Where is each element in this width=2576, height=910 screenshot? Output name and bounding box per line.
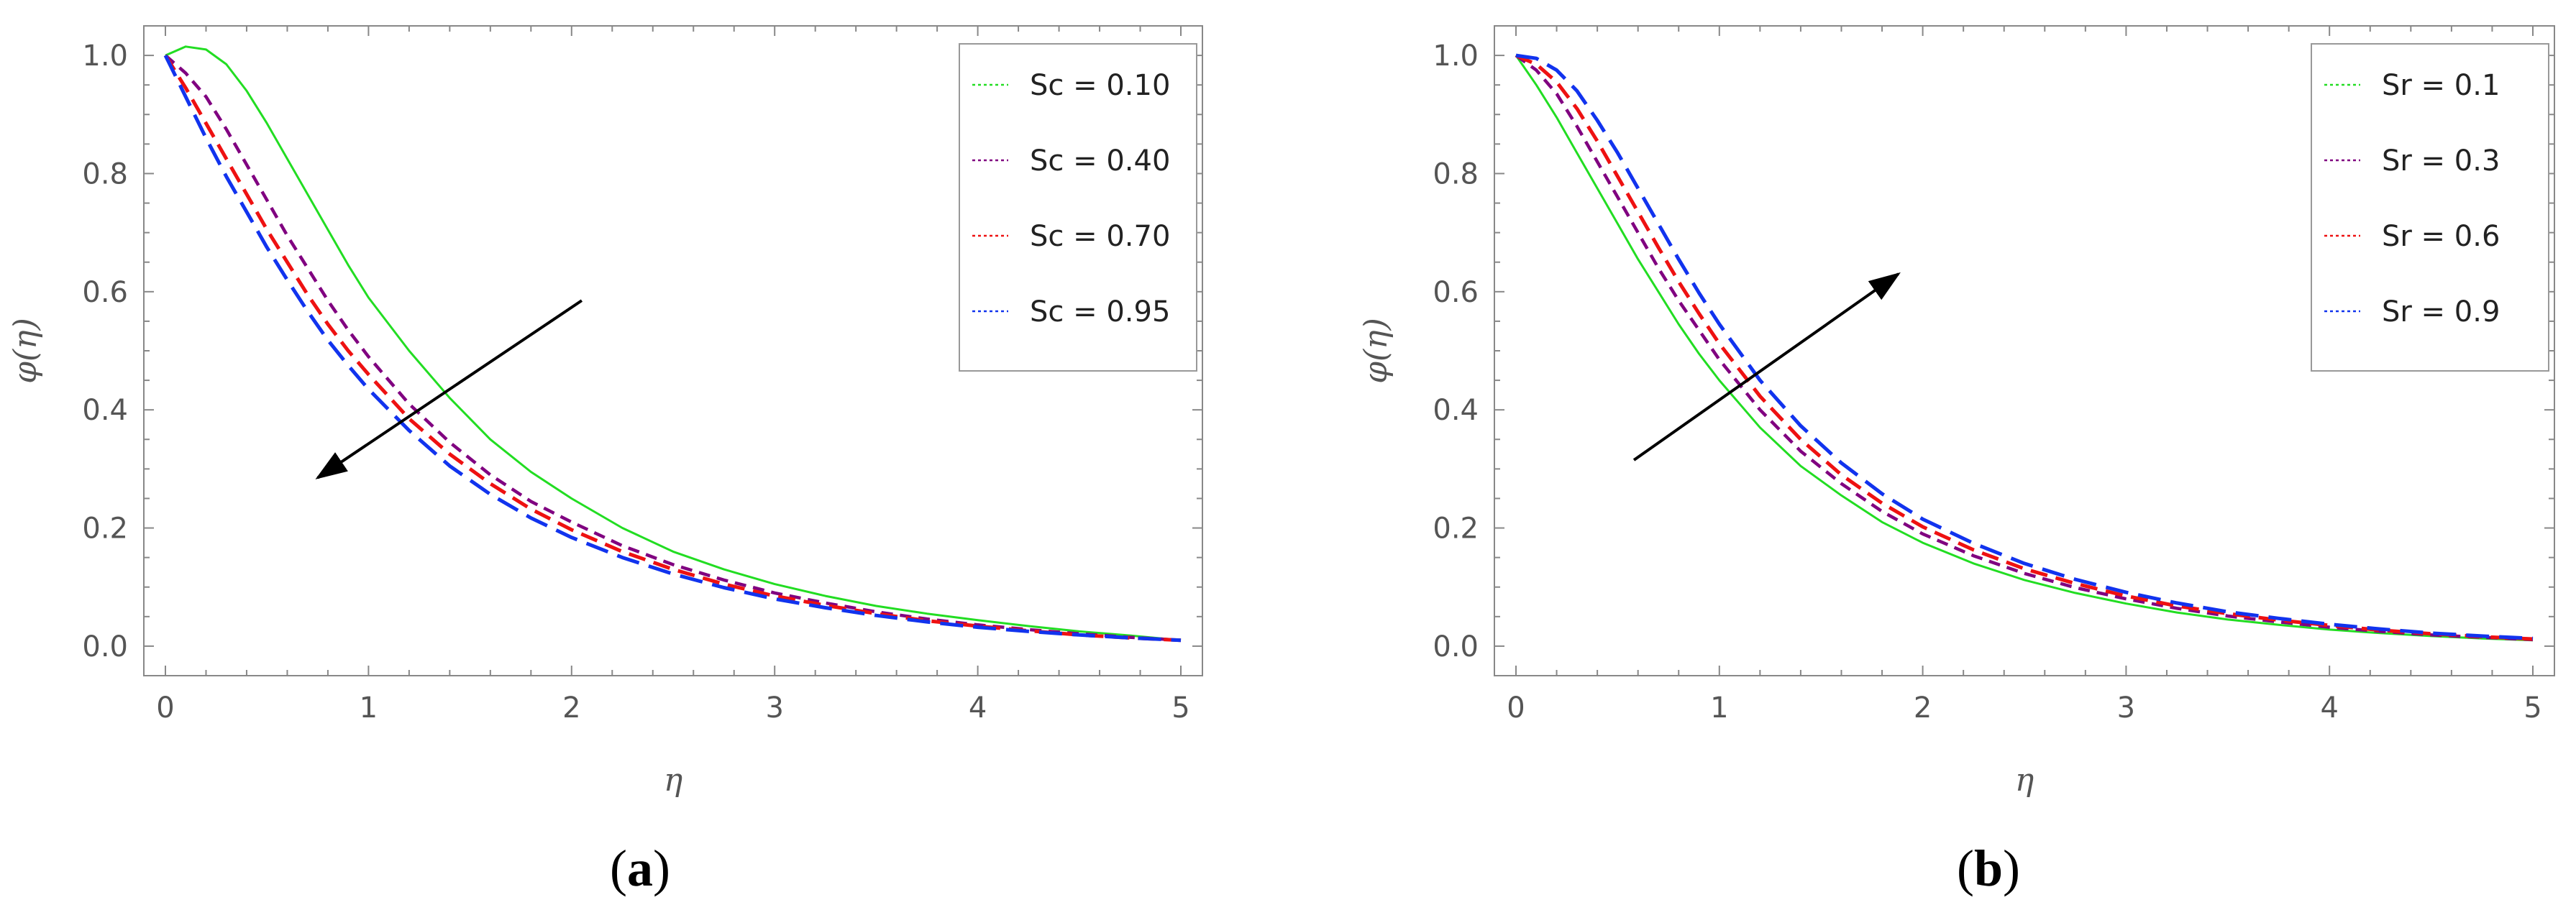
y-tick-label: 0.8 xyxy=(1433,157,1479,190)
x-tick-label: 0 xyxy=(156,691,174,725)
x-tick-label: 2 xyxy=(562,691,580,725)
series-line-3 xyxy=(163,54,1182,643)
series-line-2 xyxy=(163,54,1182,643)
series-line-1 xyxy=(164,54,1182,642)
panel-a: 0 1 2 3 4 5 0.0 0.2 0.4 0.6 0.8 1.0 η φ(η) Sc = 0.10 Sc… xyxy=(7,25,1203,897)
series-line-0 xyxy=(165,45,1182,642)
legend-label-3: Sr = 0.9 xyxy=(2382,295,2500,328)
x-tick-label: 2 xyxy=(1914,691,1932,725)
legend-label-2: Sc = 0.70 xyxy=(1030,220,1170,253)
legend-label-0: Sc = 0.10 xyxy=(1030,69,1170,102)
series-line-2 xyxy=(1515,53,2534,641)
x-tick-label: 1 xyxy=(360,691,378,725)
legend-label-1: Sc = 0.40 xyxy=(1030,144,1170,178)
series-line-3 xyxy=(1515,53,2534,640)
panel-label: (a) xyxy=(610,840,670,897)
trend-arrow xyxy=(315,299,583,479)
y-tick-label: 0.0 xyxy=(82,630,128,663)
x-tick-label: 3 xyxy=(2117,691,2135,725)
x-tick-label: 5 xyxy=(1171,691,1189,725)
legend-label-0: Sr = 0.1 xyxy=(2382,69,2500,102)
panel-b: 0 1 2 3 4 5 0.0 0.2 0.4 0.6 0.8 1.0 η φ(η) Sr = 0.1 Sr … xyxy=(1358,25,2555,897)
x-tick-label: 4 xyxy=(2320,691,2338,725)
legend-box xyxy=(959,43,1197,372)
series-line-0 xyxy=(1515,55,2534,642)
y-tick-label: 0.4 xyxy=(1433,394,1479,427)
x-tick-label: 5 xyxy=(2524,691,2541,725)
x-tick-label: 4 xyxy=(969,691,987,725)
series-line-1 xyxy=(1515,54,2534,642)
y-tick-label: 0.2 xyxy=(1433,513,1479,546)
y-tick-label: 1.0 xyxy=(1433,40,1479,73)
y-tick-label: 0.8 xyxy=(82,157,128,190)
legend-box xyxy=(2311,43,2549,372)
x-axis-label: η xyxy=(2015,762,2034,799)
x-tick-label: 3 xyxy=(765,691,783,725)
x-tick-label: 1 xyxy=(1710,691,1728,725)
y-axis-label: φ(η) xyxy=(1358,318,1394,384)
legend-label-3: Sc = 0.95 xyxy=(1030,295,1170,328)
panel-label: (b) xyxy=(1957,840,2020,897)
legend-label-2: Sr = 0.6 xyxy=(2382,220,2500,253)
y-tick-label: 0.0 xyxy=(1433,630,1479,663)
y-tick-label: 1.0 xyxy=(82,40,128,73)
y-tick-label: 0.6 xyxy=(1433,276,1479,309)
y-tick-label: 0.4 xyxy=(82,394,128,427)
trend-arrow xyxy=(1632,272,1901,461)
y-tick-label: 0.2 xyxy=(82,513,128,546)
y-axis-label: φ(η) xyxy=(7,318,44,384)
y-tick-label: 0.6 xyxy=(82,276,128,309)
legend-label-1: Sr = 0.3 xyxy=(2382,144,2500,178)
x-tick-label: 0 xyxy=(1507,691,1525,725)
x-axis-label: η xyxy=(664,762,682,799)
